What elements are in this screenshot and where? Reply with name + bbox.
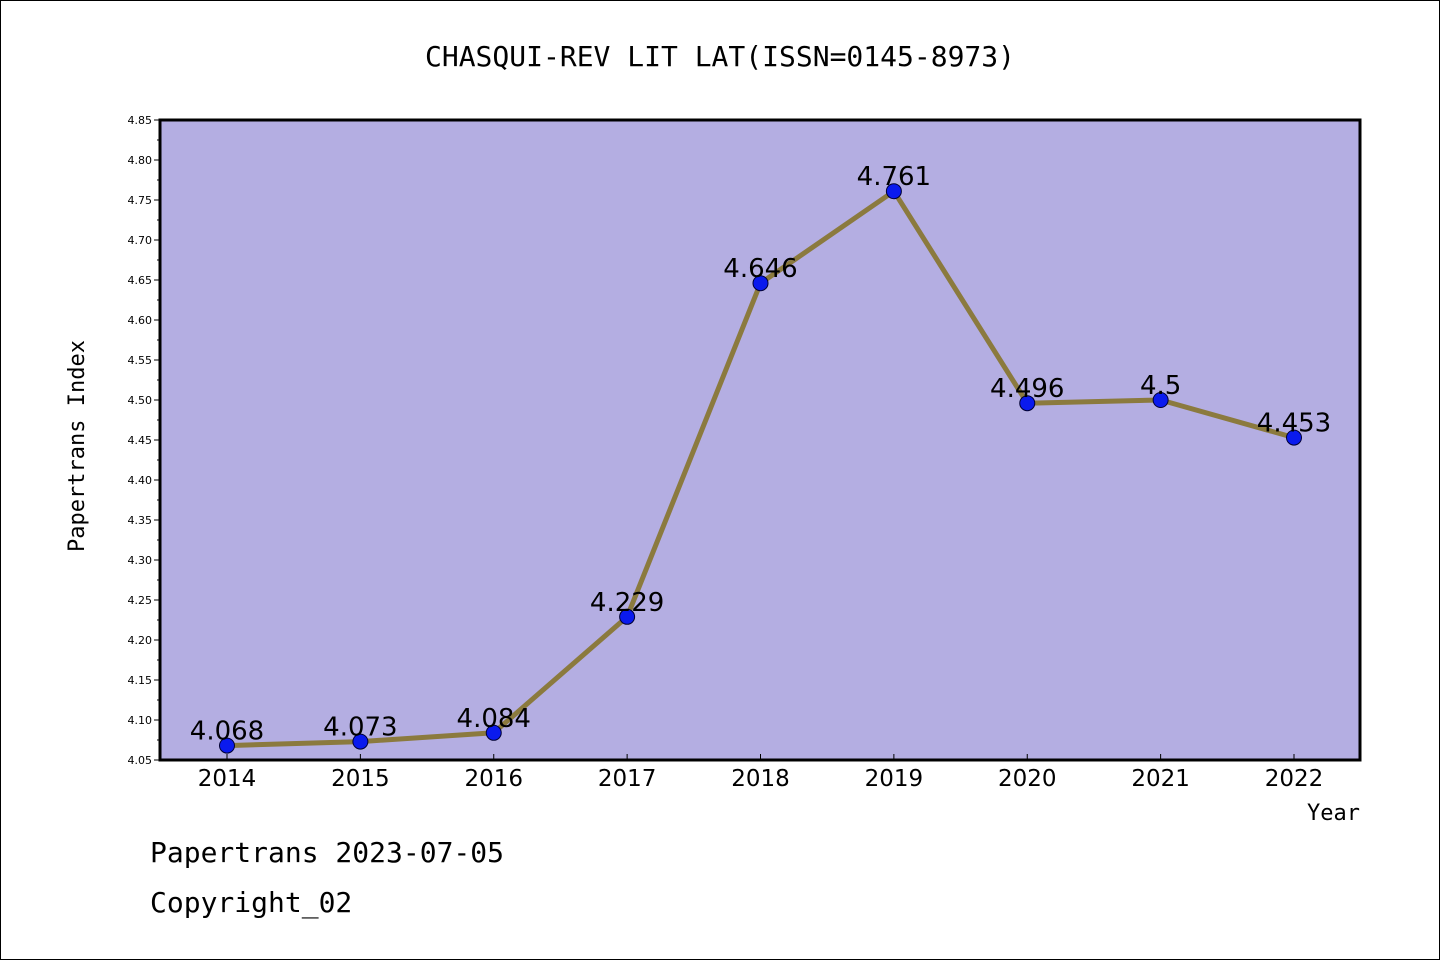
y-tick-label: 4.30 [128,554,153,567]
y-tick-label: 4.20 [128,634,153,647]
data-point [219,737,235,754]
data-label: 4.761 [857,162,931,192]
y-tick-label: 4.80 [128,154,153,167]
data-label: 4.453 [1257,409,1331,439]
x-tick-label: 2018 [731,766,790,792]
x-axis: 2014 2015 2016 2017 2018 2019 2020 2021 2022 [198,754,1324,792]
y-tick-label: 4.70 [128,234,153,247]
x-tick-label: 2014 [198,766,257,792]
data-point [1019,395,1036,412]
y-tick-label: 4.40 [128,474,153,487]
data-label: 4.496 [990,374,1064,404]
y-tick-label: 4.05 [128,754,153,767]
x-tick-label: 2016 [464,766,523,792]
data-label: 4.229 [590,588,664,618]
y-tick-label: 4.25 [128,594,153,607]
plot-area [160,120,1360,760]
x-tick-label: 2015 [331,766,390,792]
data-labels: 4.068 4.073 4.084 4.229 4.646 4.761 4.496 4.5 4.… [190,162,1331,746]
y-tick-label: 4.85 [128,114,153,127]
y-tick-label: 4.55 [128,354,153,367]
data-point [485,724,502,741]
data-label: 4.646 [723,254,797,284]
data-point [619,608,636,625]
x-tick-label: 2021 [1131,766,1190,792]
y-tick-label: 4.45 [128,434,153,447]
y-tick-label: 4.60 [128,314,153,327]
y-axis-label: Papertrans Index [65,340,90,552]
y-axis: 4.05 4.10 4.15 4.20 4.25 4.30 4.35 4.40 4.45 4.50… [128,114,160,767]
footer-date: Papertrans 2023-07-05 [150,836,505,869]
x-tick-label: 2017 [598,766,657,792]
x-tick-label: 2019 [865,766,924,792]
x-tick-label: 2022 [1265,766,1324,792]
data-label: 4.084 [457,704,531,734]
y-tick-label: 4.65 [128,274,153,287]
plot-border [158,118,1362,762]
data-point [752,275,769,292]
data-label: 4.5 [1140,371,1181,401]
x-axis-label: Year [1307,801,1360,826]
y-tick-label: 4.10 [128,714,153,727]
y-tick-label: 4.50 [128,394,153,407]
chart-title: CHASQUI-REV LIT LAT(ISSN=0145-8973) [425,40,1015,73]
y-tick-label: 4.75 [128,194,153,207]
data-point [885,183,902,200]
data-point [1286,429,1302,446]
data-point [1152,392,1169,408]
y-tick-label: 4.35 [128,514,153,527]
footer-copyright: Copyright_02 [150,886,353,919]
data-label: 4.068 [190,717,264,747]
series-markers [219,183,1302,754]
data-point [352,733,369,750]
data-label: 4.073 [323,713,397,743]
y-tick-label: 4.15 [128,674,153,687]
x-tick-label: 2020 [998,766,1057,792]
